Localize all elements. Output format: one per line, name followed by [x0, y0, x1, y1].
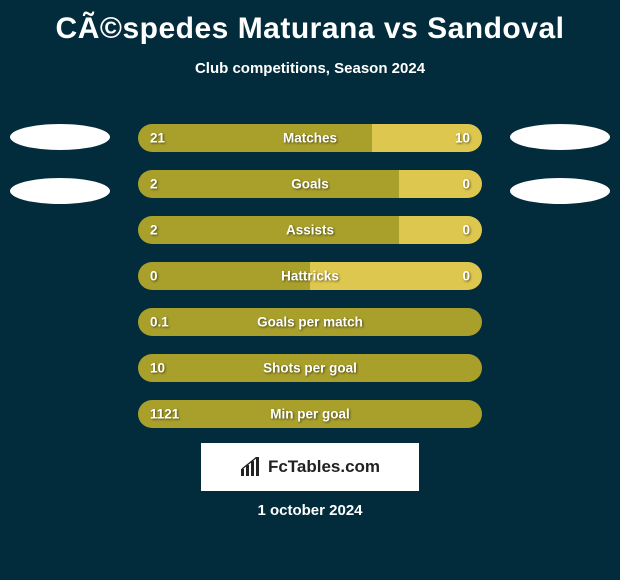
stat-bar-row: Goals per match 0.1 — [138, 308, 482, 336]
brand-logo: FcTables.com — [201, 443, 419, 491]
stat-bar-left-value: 10 — [150, 361, 165, 376]
bar-chart-icon — [240, 457, 262, 477]
stat-bar-label: Assists — [286, 223, 334, 238]
stat-bar-label: Goals per match — [257, 315, 363, 330]
stat-bar-left-value: 2 — [150, 177, 158, 192]
stat-bar-row: Matches 21 10 — [138, 124, 482, 152]
player-badge-left — [10, 178, 110, 204]
stat-bar-row: Hattricks 0 0 — [138, 262, 482, 290]
stat-bar-right-value: 0 — [462, 269, 470, 284]
stat-bar-left-value: 2 — [150, 223, 158, 238]
stat-bar-label: Matches — [283, 131, 337, 146]
stat-bar-left-value: 0.1 — [150, 315, 169, 330]
stat-bar-label: Shots per goal — [263, 361, 357, 376]
stat-bar-left-value: 1121 — [150, 407, 179, 422]
stat-bar-label: Goals — [291, 177, 329, 192]
stat-bar-row: Assists 2 0 — [138, 216, 482, 244]
page-subtitle: Club competitions, Season 2024 — [0, 60, 620, 77]
stat-bar-left-fill — [138, 170, 399, 198]
stat-bar-left-value: 21 — [150, 131, 165, 146]
stat-bars-container: Matches2110Goals20Assists20Hattricks00Go… — [138, 124, 482, 446]
player-badge-right — [510, 178, 610, 204]
player-badge-left — [10, 124, 110, 150]
page-title: CÃ©spedes Maturana vs Sandoval — [0, 0, 620, 46]
stat-bar-label: Min per goal — [270, 407, 350, 422]
brand-logo-text: FcTables.com — [268, 457, 380, 477]
stat-bar-row: Min per goal 1121 — [138, 400, 482, 428]
footer-date: 1 october 2024 — [257, 502, 362, 519]
stat-bar-left-fill — [138, 216, 399, 244]
player-badge-right — [510, 124, 610, 150]
stat-bar-left-value: 0 — [150, 269, 158, 284]
stat-bar-row: Goals 2 0 — [138, 170, 482, 198]
stat-bar-right-value: 0 — [462, 223, 470, 238]
stat-bar-row: Shots per goal 10 — [138, 354, 482, 382]
stat-bar-right-value: 0 — [462, 177, 470, 192]
stat-bar-right-value: 10 — [455, 131, 470, 146]
stat-bar-label: Hattricks — [281, 269, 339, 284]
